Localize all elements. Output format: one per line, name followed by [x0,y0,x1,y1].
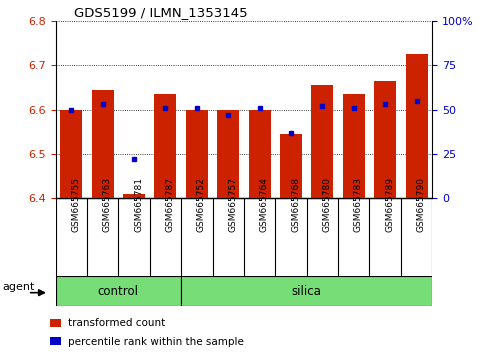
Text: GSM665780: GSM665780 [323,177,331,232]
Text: percentile rank within the sample: percentile rank within the sample [68,337,244,347]
Text: GDS5199 / ILMN_1353145: GDS5199 / ILMN_1353145 [74,6,248,19]
Text: silica: silica [292,285,322,298]
Bar [343,94,365,198]
Text: GSM665764: GSM665764 [260,177,269,232]
Bar [312,85,333,198]
Bar [56,276,181,306]
Bar [186,110,208,198]
Bar [50,337,61,345]
Bar [406,55,427,198]
Text: GSM665755: GSM665755 [71,177,80,232]
Text: GSM665790: GSM665790 [416,177,426,232]
Bar [280,134,302,198]
Text: GSM665757: GSM665757 [228,177,237,232]
Text: GSM665781: GSM665781 [134,177,143,232]
Bar [123,194,145,198]
Text: GSM665768: GSM665768 [291,177,300,232]
Bar [50,319,61,326]
Text: transformed count: transformed count [68,318,165,328]
Text: GSM665789: GSM665789 [385,177,394,232]
Bar [249,110,270,198]
Bar [217,110,239,198]
Text: GSM665783: GSM665783 [354,177,363,232]
Text: GSM665763: GSM665763 [103,177,112,232]
Bar [374,81,396,198]
Text: agent: agent [3,282,35,292]
Bar [181,276,432,306]
Bar [60,110,82,198]
Bar [92,90,114,198]
Bar [155,94,176,198]
Text: GSM665752: GSM665752 [197,177,206,232]
Text: control: control [98,285,139,298]
Text: GSM665787: GSM665787 [165,177,174,232]
